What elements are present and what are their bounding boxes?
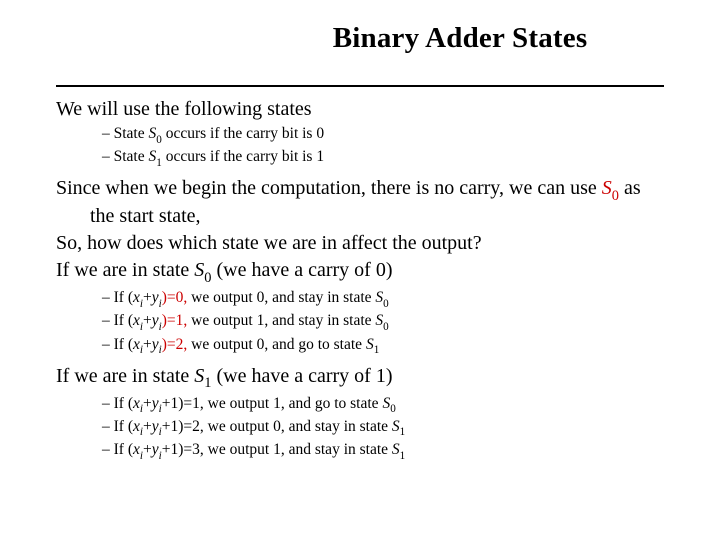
divider (56, 85, 664, 87)
if-s0-line: If we are in state S0 (we have a carry o… (56, 258, 664, 286)
slide-title: Binary Adder States (256, 22, 664, 55)
since-line: Since when we begin the computation, the… (56, 176, 664, 229)
so-line: So, how does which state we are in affec… (56, 231, 664, 256)
state-def-s0: State S0 occurs if the carry bit is 0 (102, 124, 664, 147)
rule-s1-2: If (xi+yi+1)=3, we output 1, and stay in… (102, 440, 664, 463)
state-def-s1: State S1 occurs if the carry bit is 1 (102, 147, 664, 170)
state-definitions: State S0 occurs if the carry bit is 0 St… (56, 124, 664, 170)
rules-s1: If (xi+yi+1)=1, we output 1, and go to s… (56, 394, 664, 463)
slide: Binary Adder States We will use the foll… (0, 0, 720, 463)
rules-s0: If (xi+yi)=0, we output 0, and stay in s… (56, 288, 664, 357)
rule-s0-1: If (xi+yi)=1, we output 1, and stay in s… (102, 311, 664, 334)
rule-s1-1: If (xi+yi+1)=2, we output 0, and stay in… (102, 417, 664, 440)
intro-states: We will use the following states (56, 97, 664, 122)
rule-s1-0: If (xi+yi+1)=1, we output 1, and go to s… (102, 394, 664, 417)
rule-s0-2: If (xi+yi)=2, we output 0, and go to sta… (102, 335, 664, 358)
rule-s0-0: If (xi+yi)=0, we output 0, and stay in s… (102, 288, 664, 311)
body: We will use the following states State S… (56, 97, 664, 463)
if-s1-line: If we are in state S1 (we have a carry o… (56, 364, 664, 392)
